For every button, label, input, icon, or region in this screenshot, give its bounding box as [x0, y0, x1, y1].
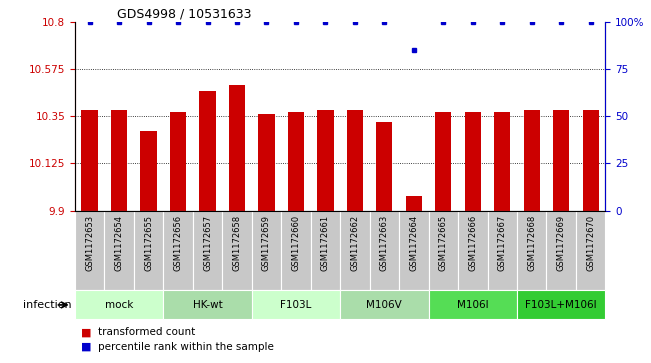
Text: GSM1172663: GSM1172663	[380, 215, 389, 271]
Bar	[553, 110, 570, 211]
Text: GSM1172658: GSM1172658	[232, 215, 242, 271]
Bar	[163, 290, 252, 319]
Text: GSM1172653: GSM1172653	[85, 215, 94, 271]
Bar	[193, 211, 222, 290]
Bar	[75, 290, 163, 319]
Text: HK-wt: HK-wt	[193, 300, 223, 310]
Text: GSM1172659: GSM1172659	[262, 215, 271, 270]
Bar	[494, 112, 510, 211]
Bar	[406, 196, 422, 211]
Bar	[229, 85, 245, 211]
Text: GSM1172660: GSM1172660	[292, 215, 300, 271]
Bar	[399, 211, 428, 290]
Text: GSM1172667: GSM1172667	[498, 215, 506, 271]
Text: GSM1172656: GSM1172656	[174, 215, 182, 271]
Text: GSM1172669: GSM1172669	[557, 215, 566, 271]
Text: ■: ■	[81, 327, 92, 337]
Bar	[317, 110, 333, 211]
Text: GSM1172666: GSM1172666	[468, 215, 477, 271]
Bar	[517, 290, 605, 319]
Bar	[281, 211, 311, 290]
Bar	[170, 112, 186, 211]
Bar	[465, 112, 481, 211]
Bar	[252, 290, 340, 319]
Bar	[517, 211, 546, 290]
Text: M106I: M106I	[457, 300, 489, 310]
Text: mock: mock	[105, 300, 133, 310]
Text: GSM1172654: GSM1172654	[115, 215, 124, 270]
Bar	[523, 110, 540, 211]
Text: GSM1172665: GSM1172665	[439, 215, 448, 271]
Bar	[576, 211, 605, 290]
Bar	[288, 112, 304, 211]
Bar	[546, 211, 576, 290]
Bar	[583, 110, 599, 211]
Text: F103L+M106I: F103L+M106I	[525, 300, 597, 310]
Bar	[104, 211, 134, 290]
Text: GSM1172655: GSM1172655	[144, 215, 153, 270]
Text: GSM1172657: GSM1172657	[203, 215, 212, 271]
Text: transformed count: transformed count	[98, 327, 195, 337]
Text: GSM1172670: GSM1172670	[586, 215, 595, 271]
Text: infection: infection	[23, 300, 72, 310]
Bar	[134, 211, 163, 290]
Bar	[428, 211, 458, 290]
Bar	[81, 110, 98, 211]
Text: M106V: M106V	[367, 300, 402, 310]
Bar	[370, 211, 399, 290]
Bar	[111, 110, 127, 211]
Text: GSM1172668: GSM1172668	[527, 215, 536, 271]
Bar	[488, 211, 517, 290]
Text: GSM1172661: GSM1172661	[321, 215, 330, 271]
Bar	[163, 211, 193, 290]
Bar	[311, 211, 340, 290]
Bar	[141, 131, 157, 211]
Bar	[376, 122, 393, 211]
Bar	[347, 110, 363, 211]
Bar	[258, 114, 275, 211]
Text: percentile rank within the sample: percentile rank within the sample	[98, 342, 273, 352]
Bar	[222, 211, 252, 290]
Bar	[252, 211, 281, 290]
Text: F103L: F103L	[280, 300, 312, 310]
Bar	[458, 211, 488, 290]
Bar	[340, 211, 370, 290]
Bar	[75, 211, 104, 290]
Text: GDS4998 / 10531633: GDS4998 / 10531633	[117, 8, 252, 21]
Bar	[199, 91, 215, 211]
Bar	[436, 112, 451, 211]
Text: ■: ■	[81, 342, 92, 352]
Bar	[340, 290, 428, 319]
Text: GSM1172664: GSM1172664	[409, 215, 419, 271]
Text: GSM1172662: GSM1172662	[350, 215, 359, 271]
Bar	[428, 290, 517, 319]
